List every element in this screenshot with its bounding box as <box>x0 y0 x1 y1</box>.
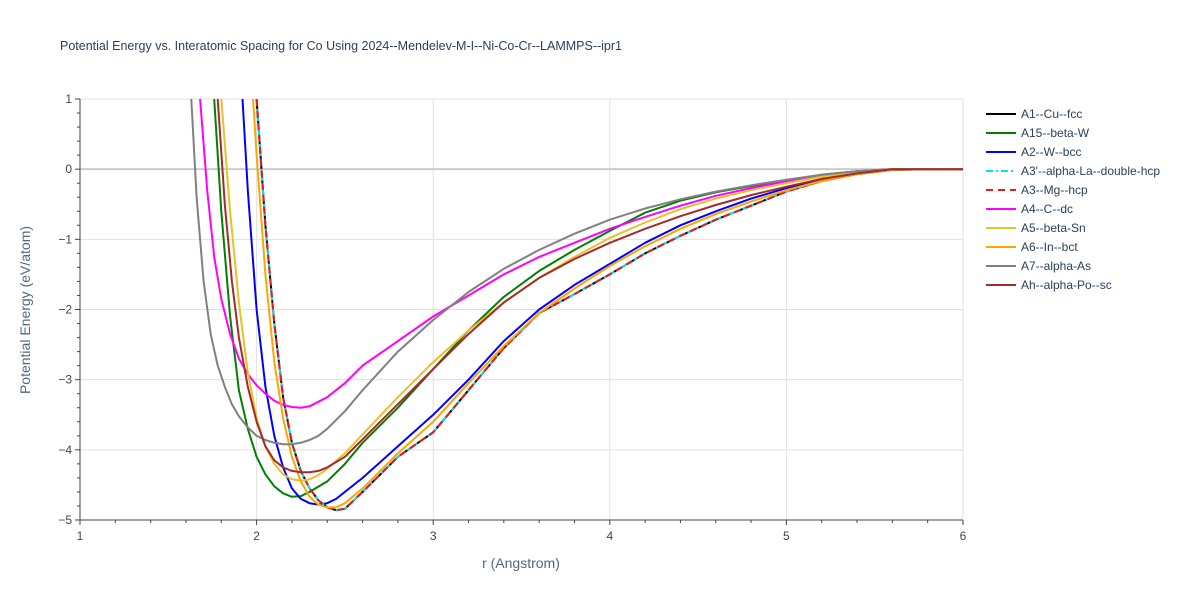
y-tick-label: −4 <box>58 443 72 457</box>
legend-label: A6--In--bct <box>1021 240 1078 254</box>
legend-item[interactable]: A15--beta-W <box>986 126 1090 140</box>
legend-item[interactable]: A2--W--bcc <box>986 145 1081 159</box>
chart-title: Potential Energy vs. Interatomic Spacing… <box>60 39 622 53</box>
y-tick-label: −3 <box>58 373 72 387</box>
legend-item[interactable]: A4--C--dc <box>986 202 1073 216</box>
legend-label: A2--W--bcc <box>1021 145 1081 159</box>
x-tick-label: 3 <box>430 529 437 543</box>
legend-label: A4--C--dc <box>1021 202 1073 216</box>
legend-label: A1--Cu--fcc <box>1021 107 1082 121</box>
y-tick-label: 0 <box>65 162 72 176</box>
legend-label: A3'--alpha-La--double-hcp <box>1021 164 1160 178</box>
y-tick-label: −5 <box>58 513 72 527</box>
x-tick-label: 5 <box>783 529 790 543</box>
legend-label: A15--beta-W <box>1021 126 1090 140</box>
legend-item[interactable]: A3--Mg--hcp <box>986 183 1088 197</box>
legend-label: A5--beta-Sn <box>1021 221 1086 235</box>
legend-item[interactable]: A6--In--bct <box>986 240 1078 254</box>
series-line-3 <box>255 99 963 512</box>
legend-item[interactable]: A3'--alpha-La--double-hcp <box>986 164 1160 178</box>
y-tick-label: 1 <box>65 92 72 106</box>
y-tick-label: −2 <box>58 303 72 317</box>
legend-item[interactable]: A7--alpha-As <box>986 259 1091 273</box>
y-axis-title: Potential Energy (eV/atom) <box>17 226 33 394</box>
y-tick-label: −1 <box>58 232 72 246</box>
x-tick-label: 2 <box>253 529 260 543</box>
series-line-7 <box>252 99 963 509</box>
legend-item[interactable]: A1--Cu--fcc <box>986 107 1082 121</box>
series-line-8 <box>190 99 963 446</box>
x-tick-label: 6 <box>960 529 967 543</box>
legend[interactable]: A1--Cu--fcc A15--beta-W A2--W--bcc A3'--alp… <box>986 107 1160 292</box>
series-line-9 <box>216 99 963 474</box>
legend-label: Ah--alpha-Po--sc <box>1021 278 1112 292</box>
series-line-4 <box>255 99 963 512</box>
x-tick-label: 4 <box>606 529 613 543</box>
legend-item[interactable]: Ah--alpha-Po--sc <box>986 278 1112 292</box>
x-tick-label: 1 <box>77 529 84 543</box>
legend-item[interactable]: A5--beta-Sn <box>986 221 1086 235</box>
axes-layer: 1 2 3 4 5 6 1 0 −1 −2 −3 −4 −5 <box>58 92 966 543</box>
legend-label: A3--Mg--hcp <box>1021 183 1088 197</box>
x-axis-title: r (Angstrom) <box>482 555 560 571</box>
series-layer <box>190 99 963 512</box>
legend-label: A7--alpha-As <box>1021 259 1091 273</box>
